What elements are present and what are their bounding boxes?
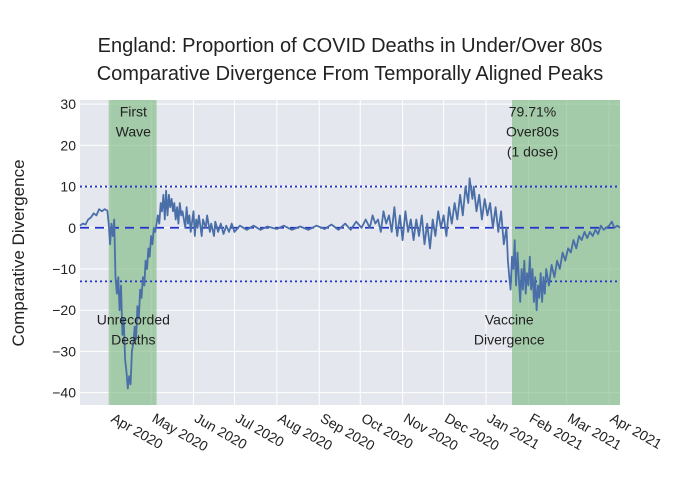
y-tick-label: −10 [52, 261, 76, 277]
y-tick-label: 0 [68, 220, 76, 236]
title-line-1: England: Proportion of COVID Deaths in U… [98, 35, 603, 57]
chart-title: England: Proportion of COVID Deaths in U… [97, 35, 604, 85]
annotation-line: Deaths [111, 332, 155, 348]
annotation-line: Over80s [506, 123, 559, 139]
y-tick-label: 10 [60, 179, 76, 195]
annotation-line: First [120, 103, 147, 119]
annotation-line: (1 dose) [507, 143, 558, 159]
annotation-line: Wave [116, 123, 151, 139]
y-tick-label: −20 [52, 302, 76, 318]
annotation: Unrecorded Deaths [97, 312, 170, 348]
annotation-line: Vaccine [485, 312, 534, 328]
y-tick-label: −30 [52, 343, 76, 359]
y-tick-labels: 30 20 10 0 −10 −20 −30 −40 [52, 96, 76, 401]
annotation: Vaccine Divergence [474, 312, 545, 348]
title-line-2: Comparative Divergence From Temporally A… [97, 63, 604, 85]
series-group [79, 177, 621, 390]
y-tick-label: −40 [52, 385, 76, 401]
y-tick-label: 30 [60, 96, 76, 112]
annotation-line: 79.71% [509, 103, 556, 119]
annotation-line: Unrecorded [97, 312, 170, 328]
y-axis-title: Comparative Divergence [9, 159, 28, 346]
series-line [79, 177, 621, 390]
annotation-line: Divergence [474, 332, 545, 348]
annotation: 79.71% Over80s (1 dose) [506, 103, 559, 159]
shaded-region [512, 100, 620, 405]
y-tick-label: 20 [60, 137, 76, 153]
annotations: First Wave Unrecorded Deaths 79.71% Over80s (1… [97, 103, 559, 347]
annotation: First Wave [116, 103, 151, 139]
